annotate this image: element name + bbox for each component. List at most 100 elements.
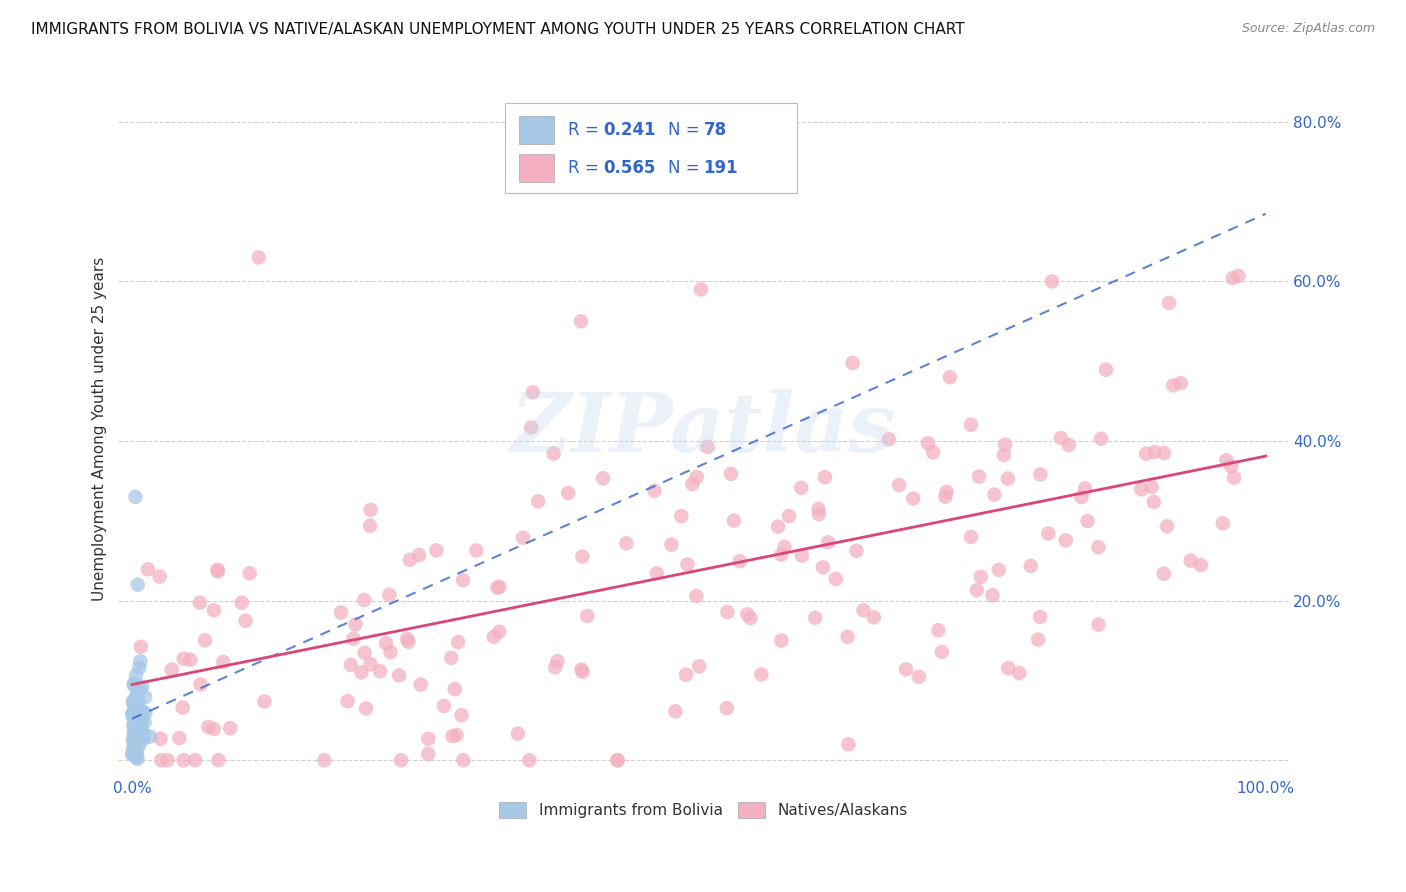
Point [1038, 526, 1060, 541]
Point [817, 535, 839, 549]
Point [571, 549, 593, 564]
Point [917, 436, 939, 450]
Point [1223, 470, 1246, 484]
Point [465, 543, 488, 558]
Point [1140, 480, 1163, 494]
Point [124, 726, 146, 740]
Point [129, 640, 152, 654]
Point [1180, 554, 1202, 568]
Point [124, 704, 146, 718]
Point [571, 663, 593, 677]
Point [644, 483, 666, 498]
Point [1163, 378, 1185, 392]
Point [122, 678, 145, 692]
Point [124, 691, 146, 706]
Point [681, 477, 703, 491]
Point [824, 572, 846, 586]
Point [894, 662, 917, 676]
Point [446, 728, 468, 742]
Point [127, 707, 149, 722]
Point [378, 588, 401, 602]
Point [676, 558, 699, 572]
Point [131, 723, 153, 738]
Point [121, 732, 143, 747]
Point [125, 712, 148, 726]
Point [132, 727, 155, 741]
Point [125, 707, 148, 722]
Point [520, 420, 543, 434]
Point [606, 753, 628, 767]
Point [380, 645, 402, 659]
Point [122, 743, 145, 757]
Point [740, 611, 762, 625]
Point [1008, 666, 1031, 681]
Point [543, 447, 565, 461]
Point [425, 543, 447, 558]
Point [488, 624, 510, 639]
Point [359, 518, 381, 533]
Point [770, 548, 793, 562]
Point [1019, 558, 1042, 573]
Point [981, 588, 1004, 602]
Point [132, 730, 155, 744]
Text: ZIPatlas: ZIPatlas [510, 389, 896, 469]
Point [1077, 514, 1099, 528]
Point [207, 564, 229, 578]
Point [132, 732, 155, 747]
Point [571, 665, 593, 679]
Point [903, 491, 925, 506]
Point [716, 605, 738, 619]
Point [124, 701, 146, 715]
Point [122, 748, 145, 763]
Point [576, 609, 599, 624]
Point [398, 635, 420, 649]
Point [150, 753, 173, 767]
Text: 78: 78 [703, 120, 727, 139]
Point [128, 717, 150, 731]
Point [773, 540, 796, 554]
Point [231, 596, 253, 610]
Point [131, 680, 153, 694]
Point [398, 553, 420, 567]
Point [239, 566, 262, 581]
Point [197, 720, 219, 734]
Point [671, 509, 693, 524]
Point [330, 606, 353, 620]
Point [129, 681, 152, 696]
Point [121, 707, 143, 722]
Text: 0.565: 0.565 [603, 159, 655, 177]
Point [453, 753, 475, 767]
Point [807, 508, 830, 522]
Legend: Immigrants from Bolivia, Natives/Alaskans: Immigrants from Bolivia, Natives/Alaskan… [494, 796, 914, 824]
Point [125, 668, 148, 682]
Point [340, 657, 363, 672]
Point [418, 747, 440, 761]
Point [557, 486, 579, 500]
Point [127, 712, 149, 726]
Point [207, 563, 229, 577]
Point [685, 589, 707, 603]
Point [134, 690, 156, 705]
Point [997, 661, 1019, 675]
Point [128, 723, 150, 737]
Point [128, 721, 150, 735]
Point [488, 580, 510, 594]
Point [852, 603, 875, 617]
Point [344, 617, 367, 632]
Point [1220, 459, 1243, 474]
Point [1054, 533, 1077, 548]
Point [342, 632, 364, 646]
Point [131, 706, 153, 721]
Point [837, 737, 859, 751]
Point [661, 538, 683, 552]
Point [353, 646, 375, 660]
Point [190, 677, 212, 691]
Point [1040, 274, 1063, 288]
Point [1153, 446, 1175, 460]
Point [967, 469, 990, 483]
Point [790, 481, 813, 495]
Point [124, 490, 146, 504]
Point [122, 711, 145, 725]
Point [125, 706, 148, 720]
Point [811, 560, 834, 574]
